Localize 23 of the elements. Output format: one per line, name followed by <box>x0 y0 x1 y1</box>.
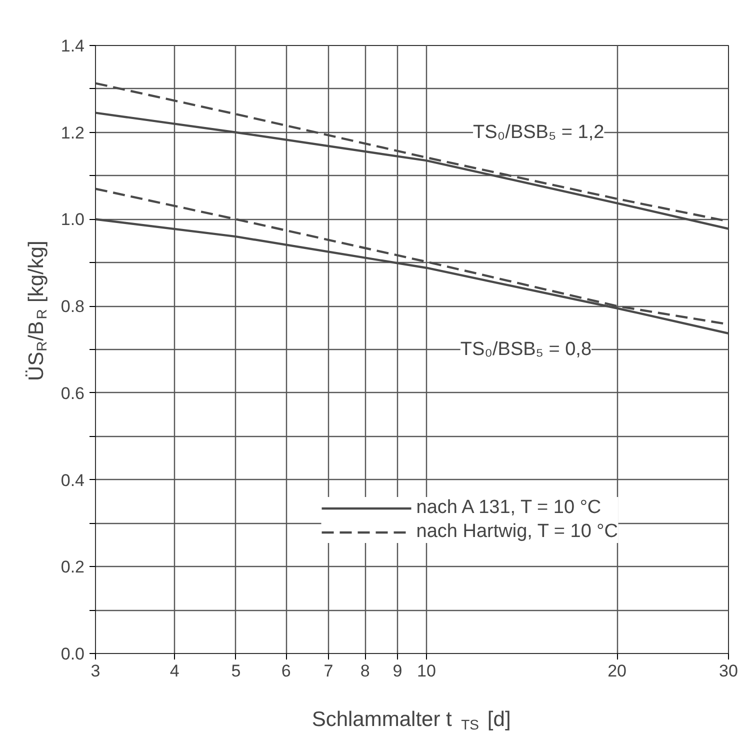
annotation: TS₀/BSB₅ = 1,2 <box>473 122 604 143</box>
legend-label: nach Hartwig, T = 10 °C <box>416 521 618 543</box>
y-tick-label: 0.6 <box>60 384 85 403</box>
y-tick-label: 1.2 <box>60 123 85 142</box>
x-tick-label: 7 <box>324 662 334 680</box>
x-tick-label: 20 <box>608 662 626 680</box>
y-axis-title: ÜSR/BR [kg/kg] <box>25 240 50 381</box>
x-tick-label: 3 <box>90 662 100 680</box>
y-tick-label: 0.2 <box>60 558 85 577</box>
x-tick-label: 30 <box>719 662 738 680</box>
x-tick-label: 5 <box>231 662 241 680</box>
y-tick-label: 0.4 <box>60 470 85 490</box>
annotation: TS₀/BSB₅ = 0,8 <box>460 339 592 360</box>
legend-label: nach A 131, T = 10 °C <box>416 497 602 519</box>
x-tick-label: 8 <box>360 662 370 680</box>
y-tick-label: 0.0 <box>60 644 85 664</box>
x-tick-label: 10 <box>417 662 436 680</box>
x-tick-label: 9 <box>392 662 402 680</box>
y-tick-label: 1.0 <box>60 210 85 230</box>
y-tick-label: 0.8 <box>60 297 85 316</box>
x-tick-label: 4 <box>170 662 180 680</box>
y-tick-label: 1.4 <box>60 36 85 56</box>
x-tick-label: 6 <box>281 662 291 680</box>
